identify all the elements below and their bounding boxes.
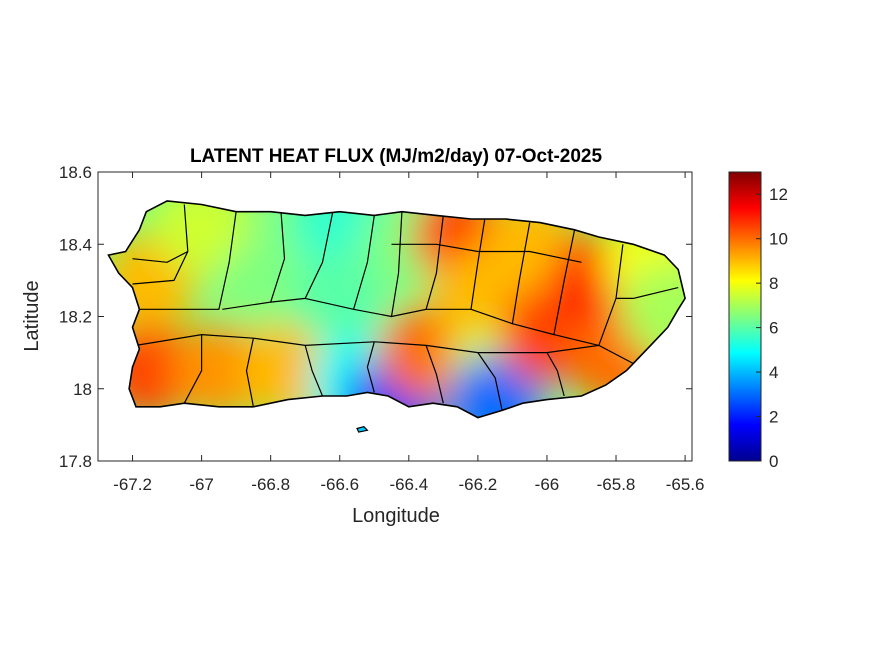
municipality-boundary [132, 250, 189, 263]
colorbar-tick-label: 0 [769, 452, 778, 471]
municipality-boundary [553, 244, 624, 347]
y-tick-label: 18.6 [59, 163, 92, 182]
x-tick-label: -66.2 [459, 475, 498, 494]
municipality-boundary [477, 352, 503, 411]
municipality-boundary [304, 345, 324, 397]
coastline [107, 200, 686, 419]
municipality-boundary [270, 211, 334, 303]
colorbar-tick-label: 2 [769, 408, 778, 427]
colorbar-tick-label: 6 [769, 319, 778, 338]
colorbar-tick-label: 10 [769, 230, 788, 249]
small-island [356, 426, 369, 433]
municipality-boundaries [132, 204, 679, 411]
chart-title: LATENT HEAT FLUX (MJ/m2/day) 07-Oct-2025 [190, 146, 603, 167]
municipality-boundary [366, 341, 375, 393]
colorbar-gradient [728, 171, 762, 462]
colorbar-tick-label: 4 [769, 363, 778, 382]
y-tick-label: 18.2 [59, 308, 92, 327]
y-tick-label: 18.4 [59, 235, 92, 254]
municipality-boundary [353, 211, 403, 318]
municipality-boundary [425, 345, 444, 404]
colorbar-tick-label: 8 [769, 274, 778, 293]
y-axis: 17.8 18 18.2 18.4 18.6 [59, 163, 692, 471]
x-tick-label: -65.6 [666, 475, 705, 494]
municipality-boundary [222, 211, 286, 310]
municipality-boundary [426, 218, 486, 310]
colorbar-ticks: 0 2 4 6 8 10 12 [756, 185, 788, 471]
heat-region-22 [619, 261, 686, 358]
municipality-boundary [512, 229, 576, 336]
municipality-boundary [305, 215, 375, 311]
x-tick-label: -67.2 [113, 475, 152, 494]
x-axis-label: Longitude [352, 505, 440, 527]
colorbar: 0 2 4 6 8 10 12 [728, 171, 788, 471]
heat-region-4 [170, 322, 267, 418]
x-tick-label: -66 [535, 475, 560, 494]
y-tick-label: 17.8 [59, 452, 92, 471]
municipality-boundary [183, 334, 203, 404]
x-tick-label: -67 [189, 475, 214, 494]
municipality-boundary [132, 204, 189, 285]
x-axis: -67.2 -67 -66.8 -66.6 -66.4 -66.2 -66 -65.8 -65.… [113, 172, 704, 494]
y-tick-label: 18 [73, 380, 92, 399]
heat-region-16 [447, 355, 544, 418]
municipality-boundary [374, 341, 634, 365]
y-axis-label: Latitude [21, 280, 43, 351]
municipality-boundary [391, 243, 582, 263]
x-tick-label: -66.8 [251, 475, 290, 494]
municipality-boundary [616, 287, 679, 299]
municipality-boundary [546, 352, 565, 397]
colorbar-tick-label: 12 [769, 185, 788, 204]
municipality-boundary [245, 338, 254, 407]
x-tick-label: -66.6 [320, 475, 359, 494]
x-tick-label: -65.8 [597, 475, 636, 494]
municipality-boundary [139, 211, 237, 310]
x-tick-label: -66.4 [389, 475, 428, 494]
